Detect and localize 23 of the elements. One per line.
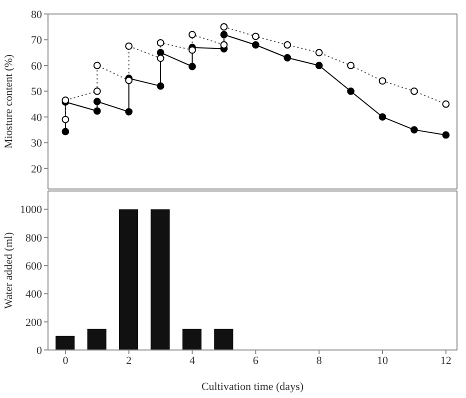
y-tick-label: 0 (36, 344, 42, 357)
x-tick-label: 12 (440, 354, 452, 367)
y-axis-title: Miosture content (%) (2, 54, 15, 149)
x-tick-label: 10 (376, 354, 388, 367)
x-tick-label: 8 (316, 354, 322, 367)
y-tick-label: 20 (31, 163, 42, 176)
y-tick-label: 60 (31, 60, 42, 72)
y-tick-label: 600 (26, 260, 42, 272)
y-tick-label: 800 (26, 232, 42, 244)
x-tick-label: 0 (62, 354, 69, 367)
x-axis-title: Cultivation time (days) (201, 381, 304, 393)
y-tick-label: 80 (31, 8, 42, 21)
x-tick-label: 6 (252, 354, 259, 367)
y-axis-title: Water added (ml) (2, 232, 15, 309)
x-tick-label: 2 (126, 354, 132, 367)
y-tick-label: 70 (31, 34, 42, 47)
y-tick-label: 50 (31, 86, 42, 98)
y-tick-label: 400 (26, 288, 42, 301)
y-tick-label: 30 (31, 138, 42, 150)
y-tick-label: 40 (31, 112, 42, 124)
y-tick-label: 200 (26, 316, 42, 329)
y-tick-label: 1000 (20, 204, 42, 216)
x-tick-label: 4 (190, 354, 196, 367)
